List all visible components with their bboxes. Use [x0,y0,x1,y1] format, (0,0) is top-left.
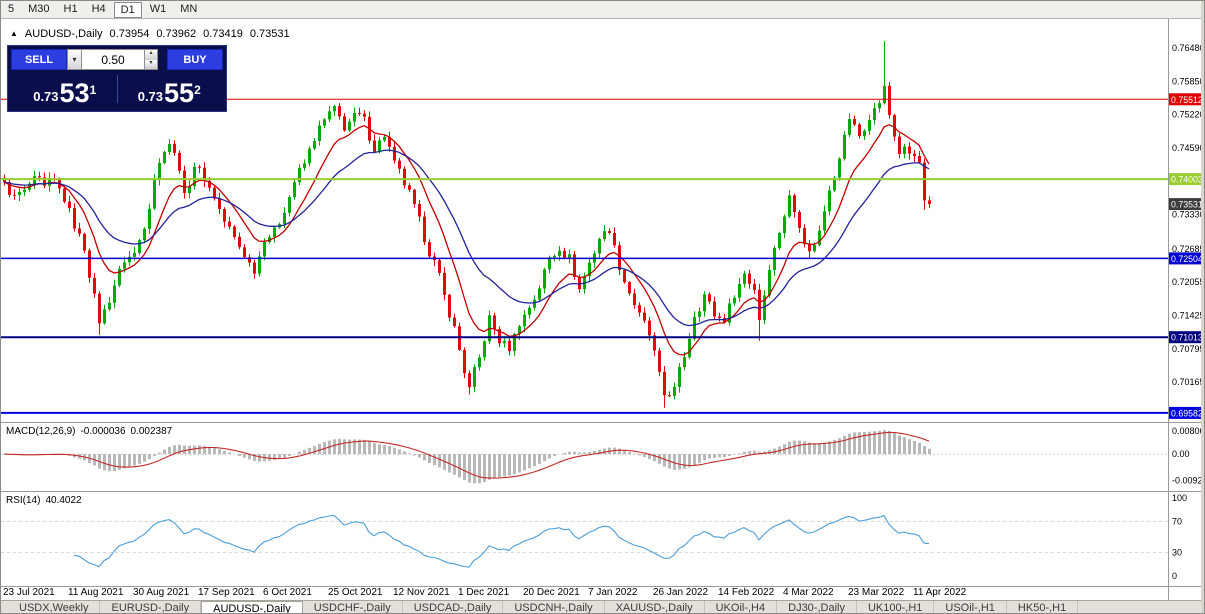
tab-eurusd-daily[interactable]: EURUSD-,Daily [100,601,202,613]
svg-text:-0.00928: -0.00928 [1172,476,1205,486]
caption-low: 0.73419 [203,28,243,40]
caption-open: 0.73954 [109,28,150,40]
tab-uk100-h1[interactable]: UK100-,H1 [857,601,935,613]
date-label: 20 Dec 2021 [523,587,580,598]
chevron-down-icon: ▾ [72,55,77,64]
tab-xauusd-daily[interactable]: XAUUSD-,Daily [605,601,705,613]
svg-text:100: 100 [1172,493,1187,503]
tab-usdcnh-daily[interactable]: USDCNH-,Daily [503,601,605,613]
date-label: 25 Oct 2021 [328,587,383,598]
rsi-panel[interactable]: 100 70 30 0 [1,492,1205,586]
chart-caption: ▲ AUDUSD-,Daily 0.73954 0.73962 0.73419 … [10,28,290,40]
volume-dropdown[interactable]: ▾ [67,49,82,70]
svg-text:30: 30 [1172,548,1182,558]
tab-usdcad-daily[interactable]: USDCAD-,Daily [403,601,504,613]
svg-text:0.72504: 0.72504 [1171,254,1203,264]
tab-usdchf-daily[interactable]: USDCHF-,Daily [303,601,403,613]
svg-text:0.75512: 0.75512 [1171,95,1203,105]
timeframe-button-h1[interactable]: H1 [63,2,78,15]
svg-text:0.74590: 0.74590 [1172,143,1205,153]
tab-usdx-weekly[interactable]: USDX,Weekly [8,601,101,613]
window-edge [1201,1,1204,613]
panel-separator[interactable] [1,491,1204,492]
timeframe-button-mn[interactable]: MN [180,2,198,15]
svg-text:0.71425: 0.71425 [1172,310,1205,320]
collapse-panel-arrow-icon[interactable]: ▲ [10,29,18,38]
tab-usoil-h1[interactable]: USOil-,H1 [934,601,1007,613]
svg-text:0.76480: 0.76480 [1172,43,1205,53]
date-label: 6 Oct 2021 [263,587,312,598]
date-label: 26 Jan 2022 [653,587,709,598]
panel-separator [1,586,1204,587]
svg-text:0.73531: 0.73531 [1171,200,1203,210]
timeframe-button-w1[interactable]: W1 [149,2,167,15]
sell-button[interactable]: SELL [11,49,67,70]
one-click-trade-panel: SELL ▾ 0.50 ▴ ▾ BUY 0.73 53 1 0.73 55 2 [7,45,227,112]
svg-text:0.70165: 0.70165 [1172,377,1205,387]
volume-input[interactable]: 0.50 [82,49,145,70]
timeframe-button-h4[interactable]: H4 [91,2,106,15]
date-label: 23 Mar 2022 [848,587,905,598]
rsi-label: RSI(14) 40.4022 [6,495,82,506]
macd-label: MACD(12,26,9) -0.000036 0.002387 [6,426,173,437]
price-axis-border [1168,19,1169,600]
volume-increase-button[interactable]: ▴ [145,50,157,60]
svg-text:0.00: 0.00 [1172,449,1190,459]
price-divider [116,75,118,103]
date-label: 23 Jul 2021 [3,587,55,598]
date-label: 11 Apr 2022 [913,587,967,598]
caption-close: 0.73531 [249,28,290,40]
tab-audusd-daily[interactable]: AUDUSD-,Daily [201,601,303,613]
date-label: 14 Feb 2022 [718,587,775,598]
timeframe-button-m30[interactable]: M30 [28,2,50,15]
panel-separator[interactable] [1,422,1204,423]
date-label: 30 Aug 2021 [133,587,190,598]
svg-text:0.00806: 0.00806 [1172,426,1205,436]
date-label: 11 Aug 2021 [68,587,124,598]
caption-symbol: AUDUSD-,Daily [24,28,103,40]
caption-high: 0.73962 [156,28,197,40]
date-label: 7 Jan 2022 [588,587,638,598]
svg-text:0.69582: 0.69582 [1171,408,1203,418]
svg-text:0.73330: 0.73330 [1172,210,1205,220]
volume-decrease-button[interactable]: ▾ [145,59,157,69]
timeframe-button-d1[interactable]: D1 [113,1,142,18]
date-label: 12 Nov 2021 [393,587,450,598]
svg-text:0.70795: 0.70795 [1172,344,1205,354]
svg-text:0.75850: 0.75850 [1172,76,1205,86]
date-label: 1 Dec 2021 [458,587,510,598]
macd-panel[interactable]: 0.00806 0.00 -0.00928 [1,423,1205,491]
chart-tabs: USDX,Weekly EURUSD-,Daily AUDUSD-,Daily USD… [1,600,1204,613]
tab-ukoil-h4[interactable]: UKOil-,H4 [705,601,778,613]
svg-text:70: 70 [1172,516,1182,526]
timeframe-button-5[interactable]: 5 [8,2,15,15]
svg-text:0.72685: 0.72685 [1172,244,1205,254]
buy-button[interactable]: BUY [167,49,223,70]
svg-text:0.74003: 0.74003 [1171,175,1203,185]
buy-price-display[interactable]: 0.73 55 2 [137,78,201,108]
svg-text:0.71013: 0.71013 [1171,333,1203,343]
tab-hk50-h1[interactable]: HK50-,H1 [1007,601,1079,613]
time-axis: 23 Jul 2021 11 Aug 2021 30 Aug 2021 17 Sep … [1,587,1204,600]
svg-text:0.72055: 0.72055 [1172,277,1205,287]
volume-stepper: ▴ ▾ [145,49,158,70]
timeframe-toolbar: 5 M30 H1 H4 D1 W1 MN [1,1,1204,19]
date-label: 17 Sep 2021 [198,587,255,598]
sell-price-display[interactable]: 0.73 53 1 [33,78,97,108]
date-label: 4 Mar 2022 [783,587,834,598]
tab-dj30-daily[interactable]: DJ30-,Daily [777,601,857,613]
svg-text:0.75220: 0.75220 [1172,110,1205,120]
svg-text:0: 0 [1172,571,1177,581]
